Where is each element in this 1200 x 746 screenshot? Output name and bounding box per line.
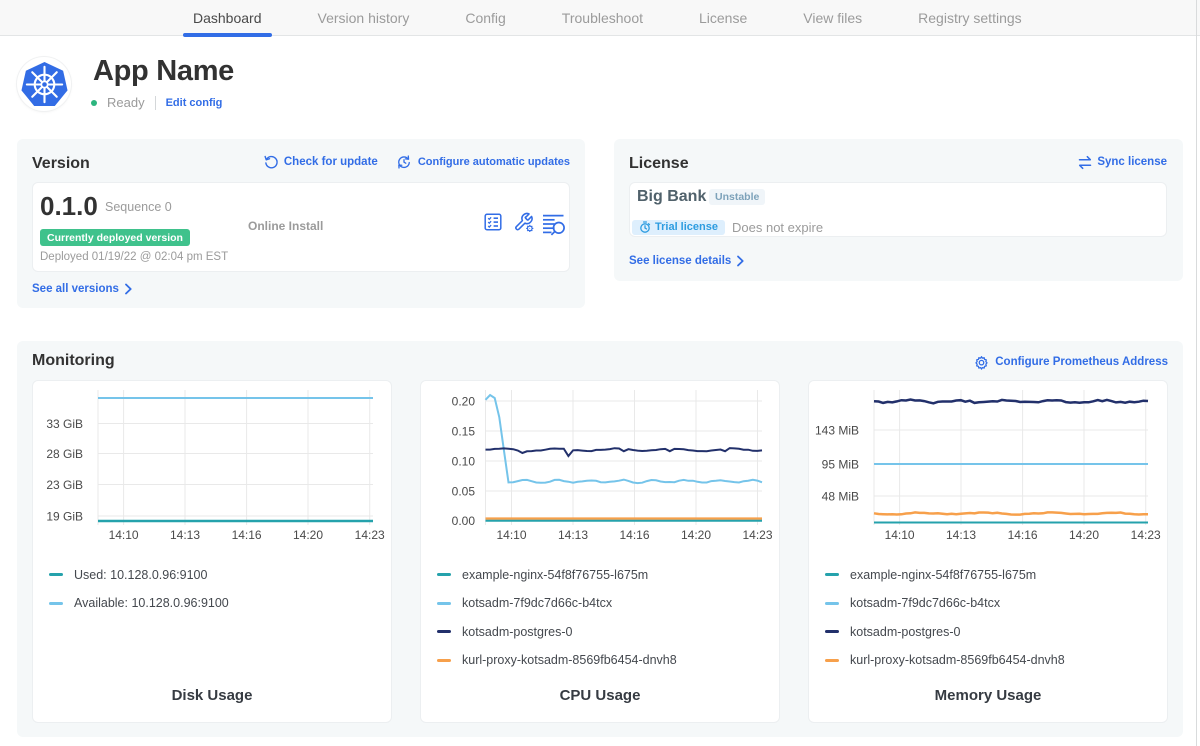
svg-text:14:10: 14:10 [109, 528, 139, 542]
svg-text:143 MiB: 143 MiB [815, 424, 859, 438]
svg-text:14:16: 14:16 [1008, 528, 1038, 542]
svg-text:14:16: 14:16 [232, 528, 262, 542]
svg-text:19 GiB: 19 GiB [46, 510, 83, 524]
svg-text:14:16: 14:16 [619, 528, 649, 542]
svg-text:23 GiB: 23 GiB [46, 478, 83, 492]
svg-text:0.10: 0.10 [452, 455, 476, 469]
svg-text:0.20: 0.20 [452, 395, 476, 409]
svg-text:0.15: 0.15 [452, 425, 476, 439]
svg-text:28 GiB: 28 GiB [46, 447, 83, 461]
svg-text:0.00: 0.00 [452, 514, 476, 528]
svg-text:14:13: 14:13 [558, 528, 588, 542]
svg-text:14:23: 14:23 [742, 528, 772, 542]
svg-text:0.05: 0.05 [452, 485, 476, 499]
svg-text:14:10: 14:10 [885, 528, 915, 542]
svg-text:14:20: 14:20 [293, 528, 323, 542]
svg-text:14:20: 14:20 [681, 528, 711, 542]
svg-text:95 MiB: 95 MiB [822, 458, 859, 472]
svg-text:14:23: 14:23 [355, 528, 385, 542]
svg-text:33 GiB: 33 GiB [46, 417, 83, 431]
svg-text:14:10: 14:10 [496, 528, 526, 542]
svg-text:14:23: 14:23 [1131, 528, 1161, 542]
svg-text:14:13: 14:13 [946, 528, 976, 542]
svg-text:48 MiB: 48 MiB [822, 490, 859, 504]
svg-text:14:13: 14:13 [170, 528, 200, 542]
svg-text:14:20: 14:20 [1069, 528, 1099, 542]
